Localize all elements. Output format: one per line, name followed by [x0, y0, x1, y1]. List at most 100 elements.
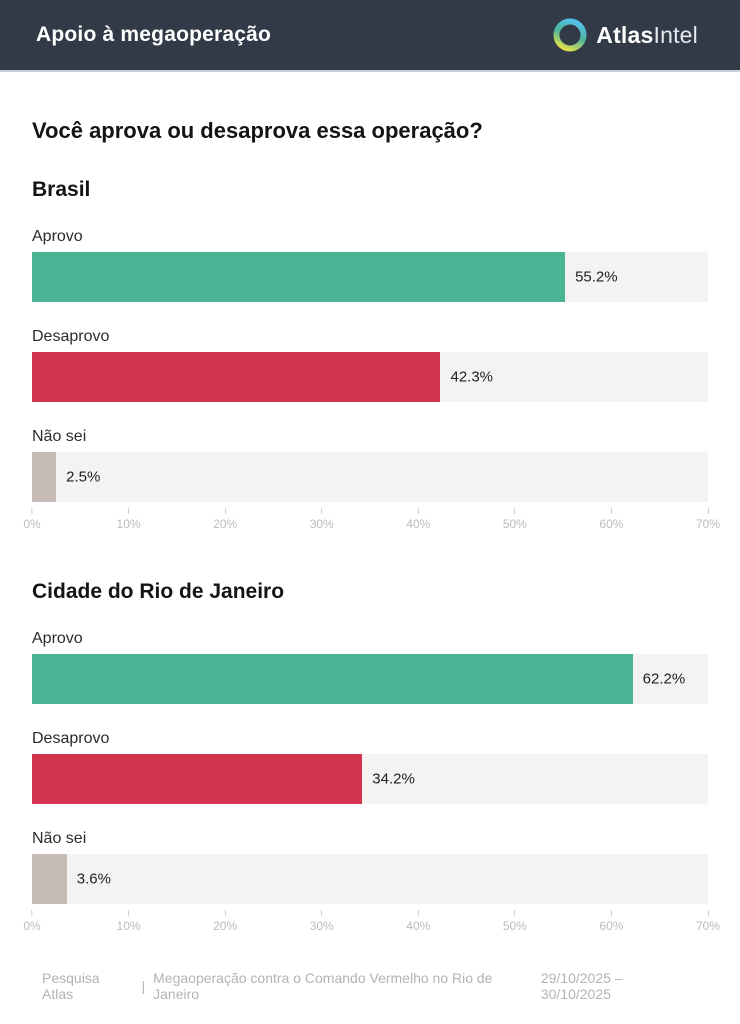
bar-value-label: 34.2%: [372, 770, 415, 788]
bar-track: 2.5%: [32, 452, 708, 502]
tick-label: 0%: [23, 517, 41, 531]
x-axis-tick: 40%: [406, 508, 430, 531]
bar-row: Desaprovo 34.2%: [32, 730, 708, 804]
footer-date-range: 29/10/2025 – 30/10/2025: [540, 970, 623, 1002]
tick-label: 70%: [695, 919, 721, 933]
tick-label: 30%: [309, 517, 334, 531]
bar-value-label: 55.2%: [575, 268, 618, 286]
tick-label: 50%: [502, 919, 527, 933]
tick-label: 20%: [213, 517, 238, 531]
x-axis-tick: 20%: [213, 508, 237, 531]
bar-row: Aprovo 55.2%: [32, 228, 708, 302]
atlasintel-logo: AtlasIntel: [553, 18, 698, 52]
bar-fill: [32, 252, 566, 302]
tick-mark: [31, 508, 33, 514]
x-axis-tick: 0%: [23, 910, 41, 933]
brand-atlas: Atlas: [596, 21, 654, 48]
bar-value-label: 2.5%: [66, 468, 101, 486]
footer-separator: |: [141, 978, 146, 994]
bar-fill: [32, 452, 57, 502]
x-axis-tick: 60%: [599, 508, 623, 531]
bar-row: Aprovo 62.2%: [32, 630, 708, 704]
tick-label: 10%: [116, 517, 141, 531]
x-axis: 0% 10% 20% 30% 40% 50% 60% 70%: [23, 508, 720, 536]
brand-intel: Intel: [653, 21, 698, 48]
x-axis-tick: 10%: [117, 508, 141, 531]
tick-mark: [224, 508, 226, 514]
x-axis-tick: 20%: [213, 910, 237, 933]
footer-source-line: Pesquisa Atlas | Megaoperação contra o C…: [42, 970, 541, 1002]
x-axis-tick: 30%: [310, 910, 334, 933]
tick-mark: [417, 910, 419, 916]
tick-label: 10%: [116, 919, 141, 933]
x-axis-tick: 50%: [503, 910, 527, 933]
tick-mark: [514, 910, 516, 916]
bar-value-label: 62.2%: [642, 670, 686, 688]
x-axis-tick: 70%: [696, 508, 720, 531]
x-axis-tick: 10%: [117, 910, 141, 933]
report-title: Apoio à megaoperação: [36, 23, 272, 46]
tick-label: 60%: [599, 919, 624, 933]
x-axis-tick: 50%: [503, 508, 527, 531]
tick-mark: [707, 508, 709, 514]
bar-category-label: Desaprovo: [32, 730, 110, 747]
tick-mark: [707, 910, 709, 916]
bar-track: 42.3%: [32, 352, 708, 402]
bar-fill: [32, 754, 363, 804]
tick-mark: [128, 508, 130, 514]
report-body: Você aprova ou desaprova essa operação? …: [0, 72, 740, 970]
x-axis-tick: 0%: [23, 508, 41, 531]
bar-row: Não sei 3.6%: [32, 830, 708, 904]
tick-label: 50%: [502, 517, 527, 531]
chart-title-1: Cidade do Rio de Janeiro: [32, 580, 285, 603]
tick-label: 40%: [406, 517, 431, 531]
tick-mark: [610, 910, 612, 916]
tick-label: 0%: [23, 919, 41, 933]
tick-mark: [610, 508, 612, 514]
charts: Brasil Aprovo 55.2% Desaprovo 42.3% Não sei 2.…: [23, 178, 720, 938]
footer-subtitle: Megaoperação contra o Comando Vermelho n…: [153, 970, 493, 1002]
bar-category-label: Não sei: [32, 428, 87, 445]
tick-label: 40%: [406, 919, 431, 933]
tick-mark: [417, 508, 419, 514]
bar-fill: [32, 854, 67, 904]
bar-track: 62.2%: [32, 654, 708, 704]
bar-category-label: Desaprovo: [32, 328, 110, 345]
bar-category-label: Aprovo: [32, 228, 83, 245]
bar-category-label: Não sei: [32, 830, 87, 847]
tick-mark: [321, 910, 323, 916]
tick-mark: [321, 508, 323, 514]
tick-mark: [514, 508, 516, 514]
bar-track: 3.6%: [32, 854, 708, 904]
bar-fill: [32, 654, 633, 704]
bar-row: Desaprovo 42.3%: [32, 328, 708, 402]
app-header: Apoio à megaoperação AtlasIntel: [0, 0, 740, 72]
tick-mark: [31, 910, 33, 916]
x-axis: 0% 10% 20% 30% 40% 50% 60% 70%: [23, 910, 720, 938]
x-axis-tick: 30%: [310, 508, 334, 531]
app-footer: Pesquisa Atlas | Megaoperação contra o C…: [0, 970, 740, 1002]
footer-source: Pesquisa Atlas: [42, 970, 100, 1002]
chart-section-1: Cidade do Rio de Janeiro Aprovo 62.2% Desap…: [23, 580, 720, 938]
tick-label: 60%: [599, 517, 624, 531]
bar-track: 55.2%: [32, 252, 708, 302]
x-axis-tick: 40%: [406, 910, 430, 933]
tick-label: 70%: [695, 517, 721, 531]
tick-mark: [128, 910, 130, 916]
bar-fill: [32, 352, 441, 402]
tick-label: 30%: [309, 919, 334, 933]
bar-row: Não sei 2.5%: [32, 428, 708, 502]
x-axis-tick: 60%: [599, 910, 623, 933]
bar-value-label: 42.3%: [450, 368, 494, 386]
bar-track: 34.2%: [32, 754, 708, 804]
tick-mark: [224, 910, 226, 916]
atlasintel-compass-icon: [553, 18, 587, 52]
chart-title-0: Brasil: [32, 178, 91, 201]
bar-category-label: Aprovo: [32, 630, 83, 647]
atlasintel-wordmark: AtlasIntel: [596, 22, 698, 49]
x-axis-tick: 70%: [696, 910, 720, 933]
tick-label: 20%: [213, 919, 238, 933]
chart-section-0: Brasil Aprovo 55.2% Desaprovo 42.3% Não sei 2.…: [23, 178, 720, 536]
poll-question: Você aprova ou desaprova essa operação?: [32, 118, 483, 143]
bar-value-label: 3.6%: [76, 870, 111, 888]
